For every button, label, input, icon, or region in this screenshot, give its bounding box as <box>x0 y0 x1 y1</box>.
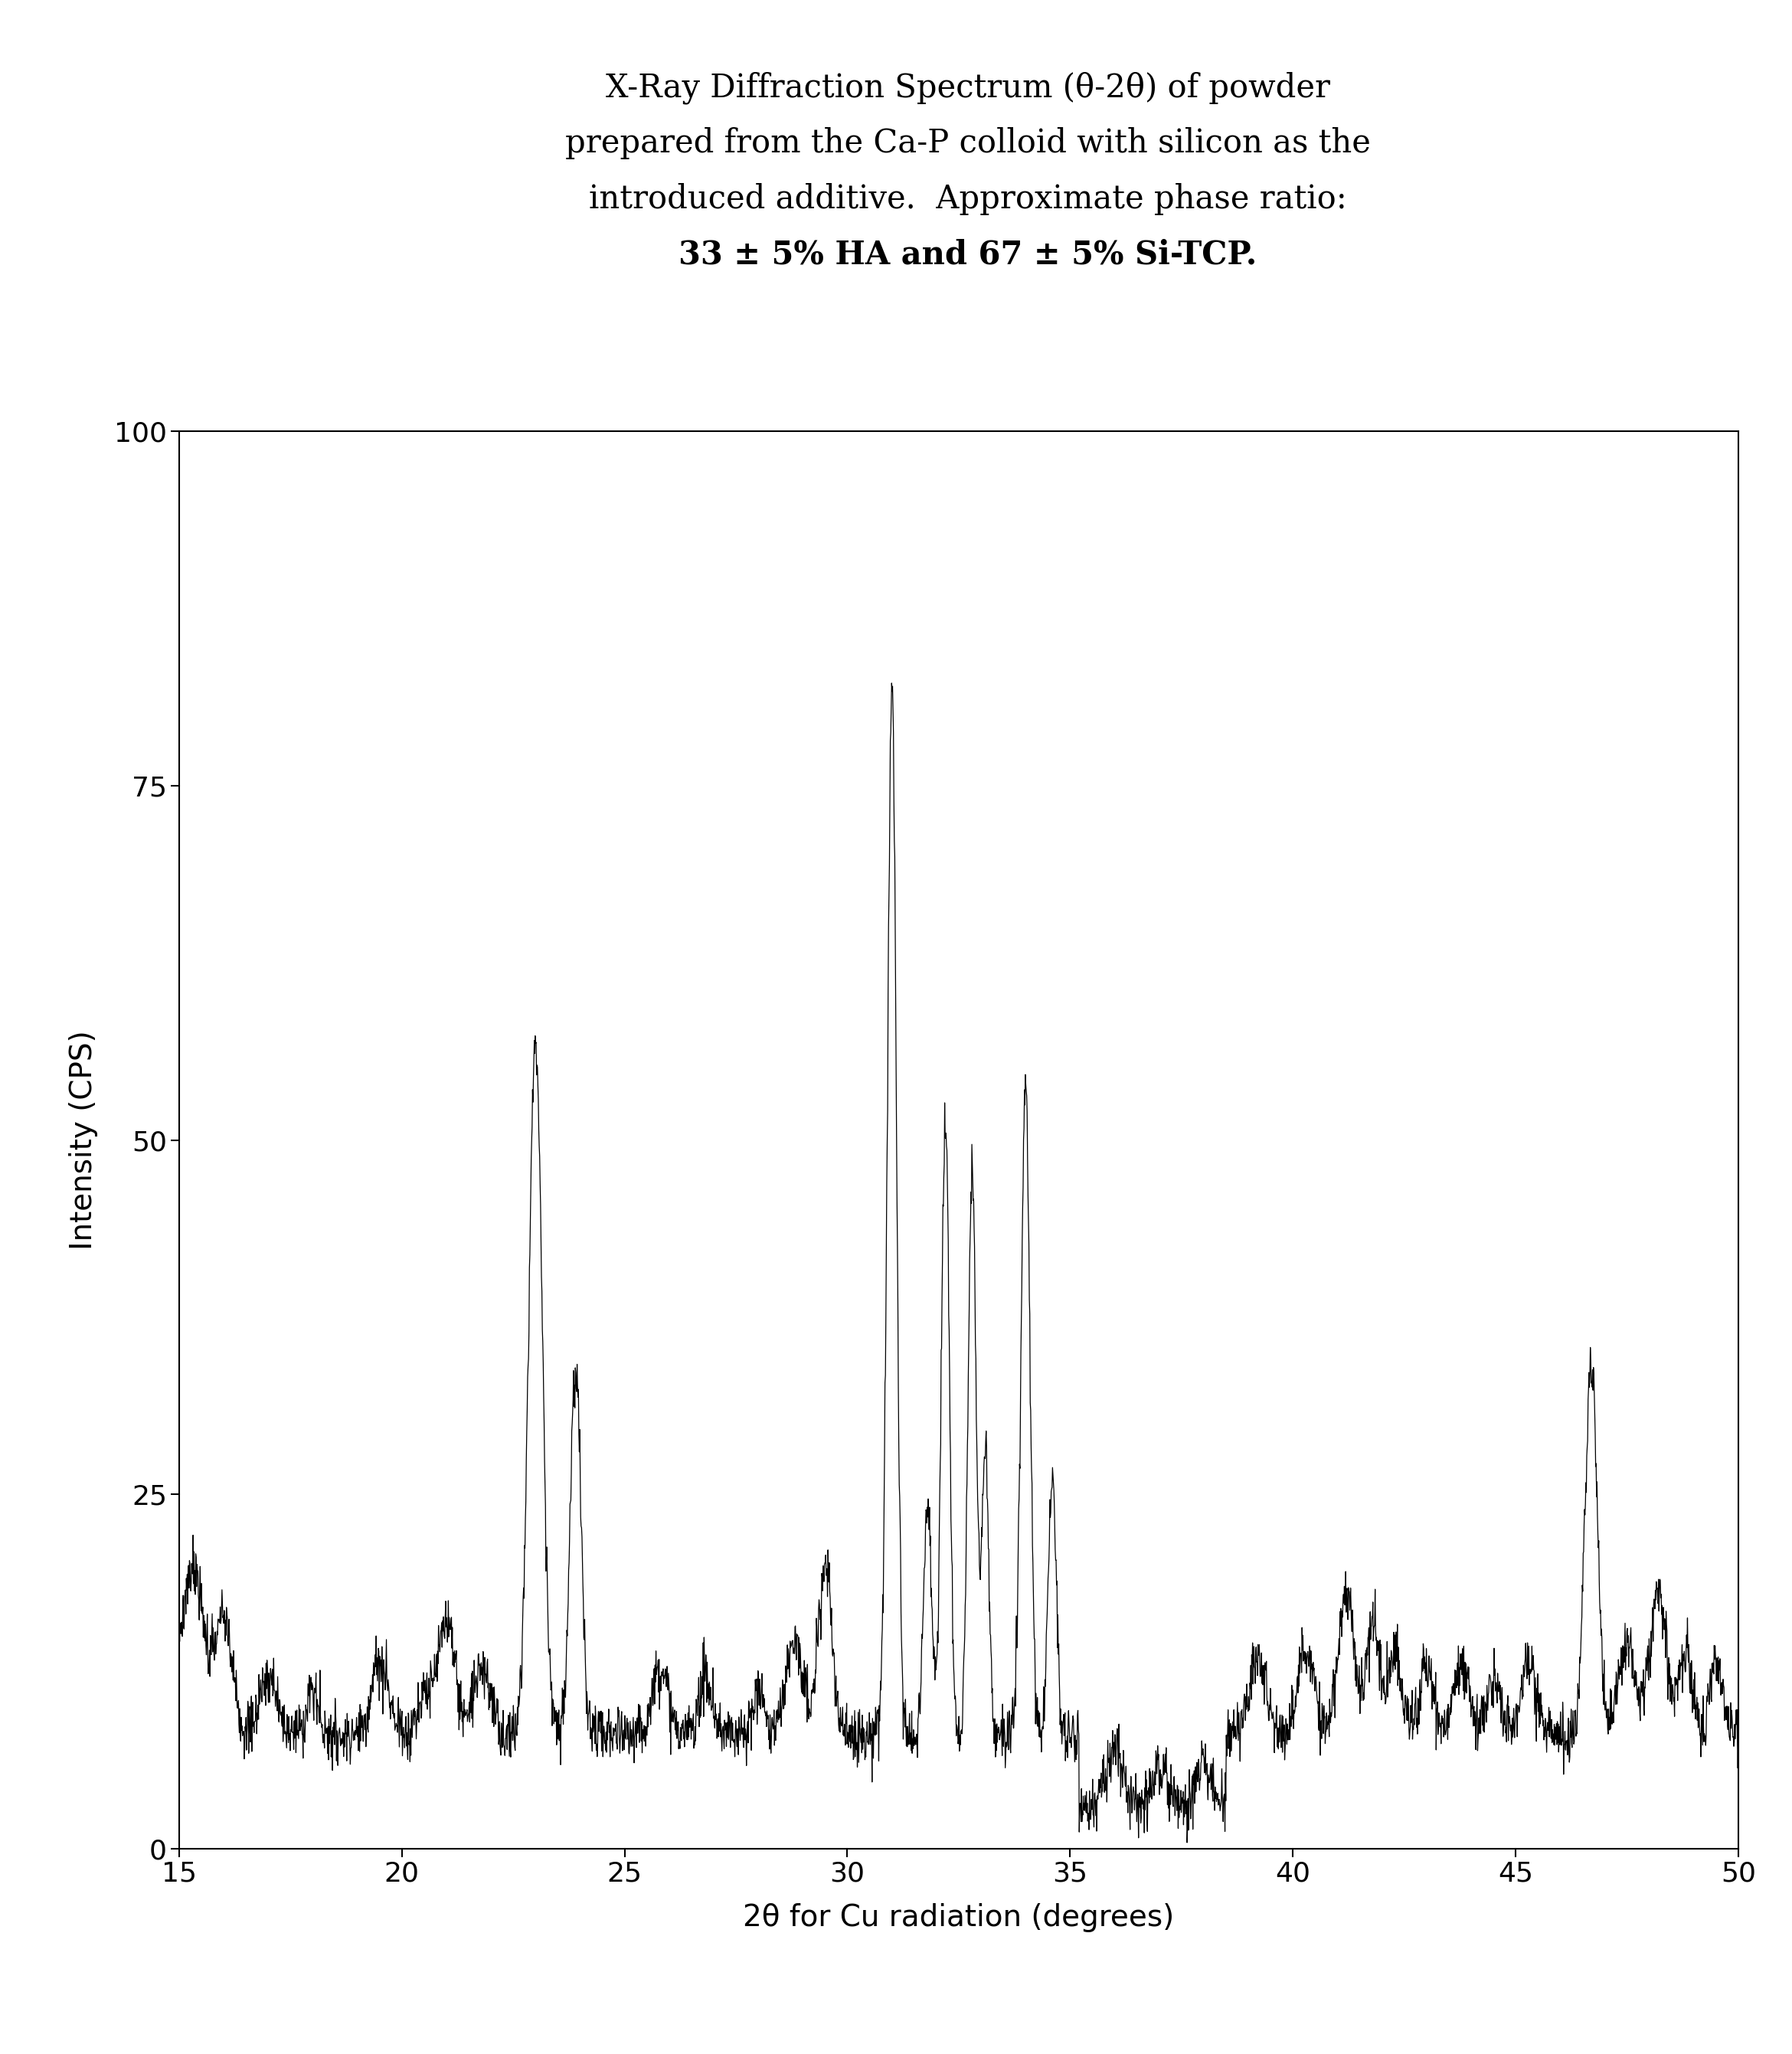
Y-axis label: Intensity (CPS): Intensity (CPS) <box>70 1031 99 1249</box>
X-axis label: 2θ for Cu radiation (degrees): 2θ for Cu radiation (degrees) <box>744 1902 1174 1933</box>
Text: prepared from the Ca-P colloid with silicon as the: prepared from the Ca-P colloid with sili… <box>564 127 1371 160</box>
Text: X-Ray Diffraction Spectrum (θ-2θ) of powder: X-Ray Diffraction Spectrum (θ-2θ) of pow… <box>606 72 1330 105</box>
Text: 33 ± 5% HA and 67 ± 5% Si-TCP.: 33 ± 5% HA and 67 ± 5% Si-TCP. <box>679 238 1256 271</box>
Text: introduced additive.  Approximate phase ratio:: introduced additive. Approximate phase r… <box>590 183 1346 216</box>
